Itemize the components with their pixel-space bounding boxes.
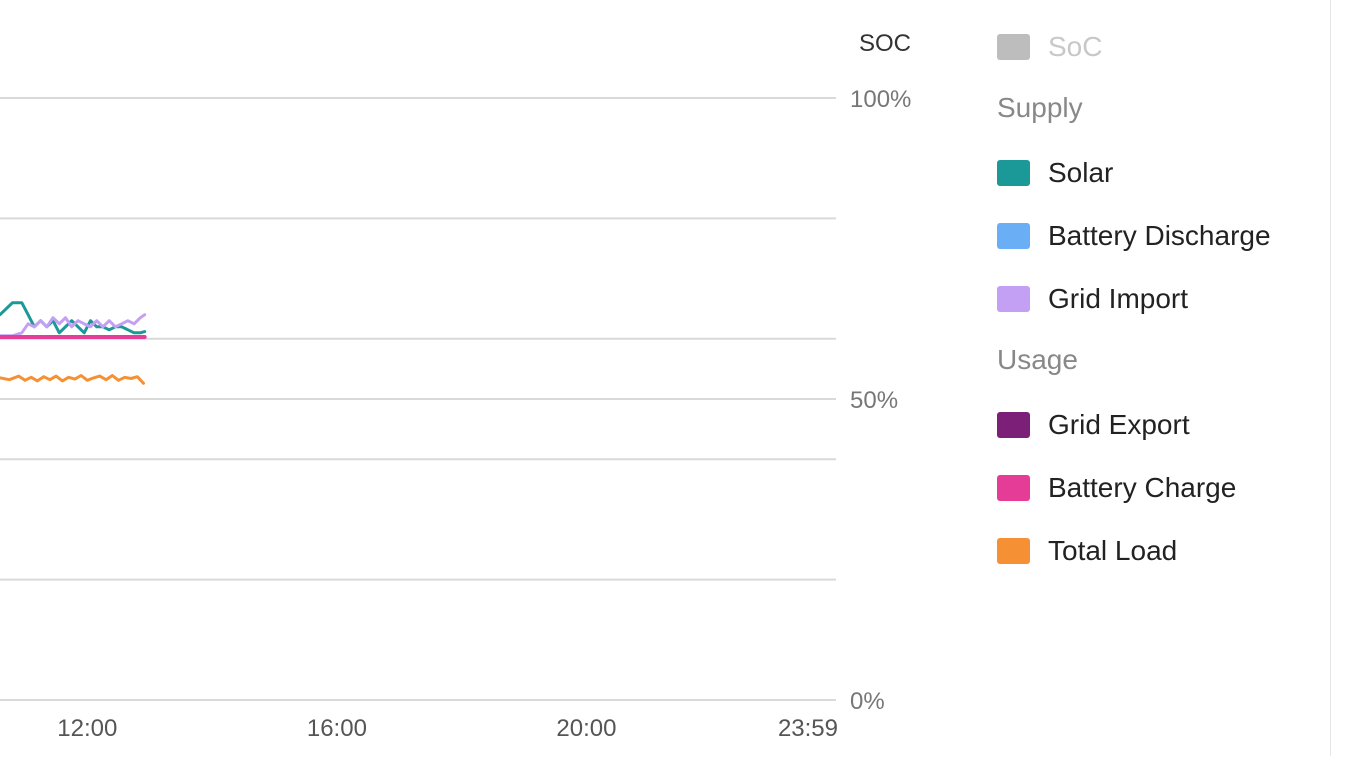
legend-swatch-battery-charge (997, 475, 1030, 501)
legend-item-battery-discharge[interactable]: Battery Discharge (997, 216, 1271, 256)
series-line-grid-import (0, 313, 147, 338)
legend-label-soc: SoC (1048, 31, 1103, 62)
legend-swatch-grid-export (997, 412, 1030, 438)
legend-label-total-load: Total Load (1048, 535, 1178, 566)
legend-swatch-soc (997, 34, 1030, 60)
legend-group-supply: Supply (997, 92, 1083, 123)
legend-swatch-solar (997, 160, 1030, 186)
x-tick-label-1200: 12:00 (57, 715, 117, 742)
series-line-total-load (0, 374, 145, 385)
legend-item-solar[interactable]: Solar (997, 153, 1113, 193)
legend-item-grid-export[interactable]: Grid Export (997, 405, 1190, 445)
legend-swatch-total-load (997, 538, 1030, 564)
legend-item-battery-charge[interactable]: Battery Charge (997, 468, 1236, 508)
panel-divider (1330, 0, 1331, 756)
legend-group-usage: Usage (997, 344, 1078, 375)
legend-swatch-grid-import (997, 286, 1030, 312)
legend-label-solar: Solar (1048, 157, 1114, 188)
legend-item-soc[interactable]: SoC (997, 27, 1102, 67)
series-line-solar (0, 301, 147, 335)
legend-label-battery-discharge: Battery Discharge (1048, 220, 1271, 251)
legend-swatch-battery-discharge (997, 223, 1030, 249)
legend-label-grid-export: Grid Export (1048, 409, 1190, 440)
x-tick-label-2000: 20:00 (556, 715, 616, 742)
legend-item-grid-import[interactable]: Grid Import (997, 279, 1188, 319)
y-tick-label-0: 0% (850, 688, 885, 715)
legend-label-grid-import: Grid Import (1048, 283, 1189, 314)
y-tick-label-50: 50% (850, 387, 898, 414)
x-tick-label-1600: 16:00 (307, 715, 367, 742)
legend-label-battery-charge: Battery Charge (1048, 472, 1237, 503)
legend-item-total-load[interactable]: Total Load (997, 531, 1177, 571)
y-tick-label-100: 100% (850, 86, 911, 113)
x-tick-label-2359: 23:59 (778, 715, 838, 742)
soc-axis-title: SOC (858, 30, 911, 57)
